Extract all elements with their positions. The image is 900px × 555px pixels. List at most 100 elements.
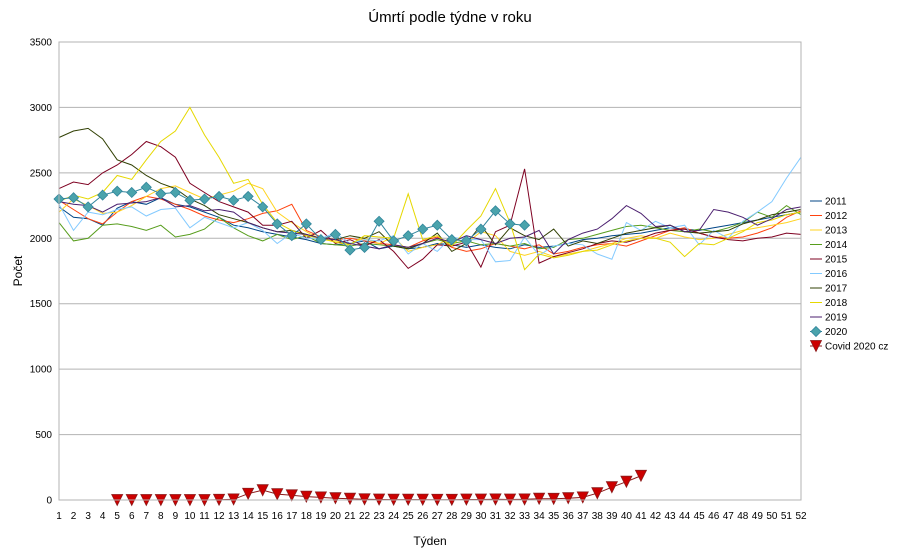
legend-label: 2019 [825,313,848,324]
legend-item-2015: 2015 [810,255,848,266]
x-tick-label: 20 [330,511,342,522]
y-tick-label: 1500 [30,299,53,310]
x-tick-label: 34 [534,511,546,522]
x-tick-label: 18 [301,511,313,522]
y-tick-label: 500 [35,430,52,441]
legend-marker [809,340,823,353]
data-point-2020 [67,192,80,204]
data-point-2020 [140,181,152,193]
series-line-2019 [58,197,802,255]
series-line-2015 [58,140,802,270]
data-point-covid-2020-cz [562,492,575,505]
data-point-2020 [213,190,225,202]
data-point-covid-2020-cz [547,492,560,506]
data-point-2020 [402,230,414,242]
data-point-covid-2020-cz [241,487,255,501]
y-tick-label: 3500 [30,38,53,49]
legend-marker [810,325,822,338]
data-point-2020 [228,194,240,206]
data-point-covid-2020-cz [591,487,604,500]
legend-label: 2012 [825,211,848,222]
plot-frame [58,41,802,501]
x-tick-label: 26 [417,511,429,522]
data-point-2020 [358,241,371,254]
x-tick-label: 32 [504,511,516,522]
data-point-2020 [388,235,400,247]
data-point-2020 [300,218,312,230]
data-point-2020 [315,234,327,246]
data-point-covid-2020-cz [343,492,357,506]
series-markers [53,181,648,507]
grid [59,41,801,501]
data-point-2020 [460,235,472,247]
data-point-2020 [489,205,502,217]
x-tick-label: 31 [490,511,502,522]
legend-label: 2015 [825,255,848,266]
x-tick-label: 44 [679,511,691,522]
x-tick-label: 38 [592,511,604,522]
data-point-covid-2020-cz [576,491,589,504]
series-line-2012 [58,195,802,255]
data-point-2020 [329,228,341,240]
data-point-2020 [257,201,269,213]
x-tick-label: 3 [85,511,91,522]
x-tick-labels: 1 2 3 4 5 6 7 8 9 10 11 12 13 14 15 16 17 18 19 20 21 22 23 24 2… [56,511,807,522]
x-tick-label: 4 [100,511,106,522]
x-tick-label: 10 [184,511,196,522]
data-point-covid-2020-cz [503,493,517,506]
x-tick-label: 46 [708,511,720,522]
x-tick-label: 27 [432,511,444,522]
x-tick-label: 48 [737,511,749,522]
data-point-covid-2020-cz [605,481,619,494]
y-tick-label: 0 [46,496,52,507]
legend-item-2017: 2017 [810,284,848,295]
y-tick-label: 2000 [30,234,53,245]
series-line-2016 [58,156,802,263]
data-point-covid-2020-cz [271,488,284,501]
data-point-covid-2020-cz [285,489,298,502]
x-tick-label: 1 [56,511,62,522]
data-point-2020 [519,219,531,231]
data-point-2020 [169,186,181,199]
x-tick-label: 28 [446,511,458,522]
x-tick-label: 22 [359,511,371,522]
legend-item-2011: 2011 [810,197,847,208]
y-tick-labels: 0 500 1000 1500 2000 2500 3000 3500 [30,38,53,507]
legend-item-2019: 2019 [810,313,848,324]
x-tick-label: 15 [257,511,269,522]
series-line-2014 [58,204,802,250]
data-point-2020 [111,185,123,197]
data-point-2020 [344,244,356,256]
data-point-covid-2020-cz [300,490,313,503]
data-point-covid-2020-cz [634,469,648,483]
legend-item-2020: 2020 [810,325,848,338]
data-point-2020 [126,186,138,199]
x-tick-label: 52 [795,511,807,522]
x-tick-label: 47 [723,511,735,522]
x-tick-label: 29 [461,511,473,522]
data-point-2020 [286,230,298,242]
data-point-covid-2020-cz [372,493,386,506]
x-tick-label: 40 [621,511,633,522]
legend-label: 2011 [825,197,847,208]
x-tick-label: 7 [144,511,150,522]
legend-label: 2014 [825,240,848,251]
data-point-covid-2020-cz [314,491,328,504]
data-point-covid-2020-cz [532,492,546,506]
legend-label: 2013 [825,226,848,237]
data-point-2020 [242,190,254,202]
legend-label: 2018 [825,298,848,309]
x-tick-label: 19 [315,511,327,522]
data-point-2020 [184,194,196,206]
x-tick-label: 50 [766,511,778,522]
legend-item-2013: 2013 [810,226,848,237]
x-tick-label: 51 [781,511,793,522]
data-point-2020 [446,234,458,246]
x-tick-label: 8 [158,511,164,522]
data-point-covid-2020-cz [358,493,371,506]
data-point-2020 [271,218,283,230]
x-tick-label: 49 [752,511,764,522]
legend-label: 2020 [825,327,848,338]
y-tick-label: 3000 [30,103,53,114]
